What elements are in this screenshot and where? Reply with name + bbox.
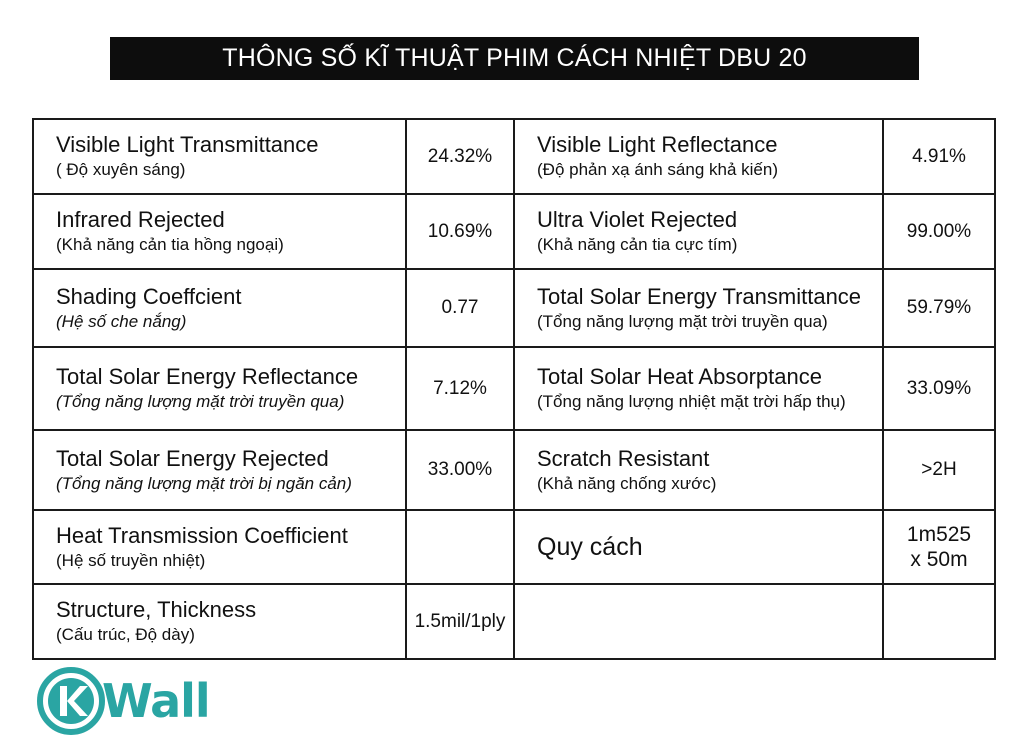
spec-label-en: Infrared Rejected xyxy=(56,207,225,232)
spec-label-cell: Shading Coeffcient (Hệ số che nắng) xyxy=(32,268,407,348)
spec-label-cell: Visible Light Reflectance (Độ phản xạ ánh… xyxy=(513,118,884,195)
spec-label-vi: (Tổng năng lượng mặt trời truyền qua) xyxy=(537,311,828,331)
spec-label-en: Total Solar Energy Reflectance xyxy=(56,364,359,389)
spec-label-cell: Total Solar Energy Reflectance (Tổng năng… xyxy=(32,346,407,431)
spec-label-en: Ultra Violet Rejected xyxy=(537,207,738,232)
spec-label-en: Total Solar Energy Transmittance xyxy=(537,283,862,309)
table-row: Total Solar Energy Reflectance (Tổng năng… xyxy=(32,346,996,431)
spec-value: 24.32% xyxy=(405,118,515,195)
spec-label-cell: Total Solar Energy Rejected (Tổng năng lư… xyxy=(32,429,407,511)
spec-value: 0.77 xyxy=(405,268,515,348)
spec-label-cell: Scratch Resistant (Khả năng chống xước) xyxy=(513,429,884,511)
spec-label-en: Shading Coeffcient xyxy=(56,283,242,309)
quy-cach-value-line2: x 50m xyxy=(910,548,968,571)
spec-label-vi: (Khả năng cản tia hồng ngoại) xyxy=(56,235,284,254)
table-row: Total Solar Energy Rejected (Tổng năng lư… xyxy=(32,429,996,511)
spec-value xyxy=(405,509,515,585)
quy-cach-value-line1: 1m525 xyxy=(906,523,972,546)
page-title: THÔNG SỐ KĨ THUẬT PHIM CÁCH NHIỆT DBU 20 xyxy=(110,37,919,80)
spec-label-cell: Heat Transmission Coefficient (Hệ số truy… xyxy=(32,509,407,585)
spec-value: 33.09% xyxy=(882,346,996,431)
empty-cell xyxy=(882,583,996,660)
spec-value: 99.00% xyxy=(882,193,996,270)
kwall-logo: Wall xyxy=(36,666,211,736)
spec-label-cell: Visible Light Transmittance ( Độ xuyên sá… xyxy=(32,118,407,195)
spec-label-vi: (Tổng năng lượng nhiệt mặt trời hấp thụ) xyxy=(537,392,846,411)
spec-label-en: Scratch Resistant xyxy=(537,445,710,471)
spec-label-cell: Total Solar Energy Transmittance (Tổng nă… xyxy=(513,268,884,348)
spec-label-en: Structure, Thickness xyxy=(56,597,257,622)
spec-label-vi: (Khả năng chống xước) xyxy=(537,473,717,493)
table-row: Heat Transmission Coefficient (Hệ số truy… xyxy=(32,509,996,585)
spec-label-en: Heat Transmission Coefficient xyxy=(56,522,348,548)
spec-value: 1m525 x 50m xyxy=(882,509,996,585)
logo-text: Wall xyxy=(102,674,211,728)
spec-value: 59.79% xyxy=(882,268,996,348)
quy-cach-label: Quy cách xyxy=(537,532,643,561)
spec-value: 7.12% xyxy=(405,346,515,431)
spec-value: 1.5mil/1ply xyxy=(405,583,515,660)
spec-label-en: Visible Light Reflectance xyxy=(537,132,778,157)
spec-label-vi: (Hệ số truyền nhiệt) xyxy=(56,550,206,570)
table-row: Shading Coeffcient (Hệ số che nắng) 0.77 … xyxy=(32,268,996,348)
spec-label-cell: Infrared Rejected (Khả năng cản tia hồng … xyxy=(32,193,407,270)
spec-label-vi: (Tổng năng lượng mặt trời truyền qua) xyxy=(56,392,345,411)
table-row: Visible Light Transmittance ( Độ xuyên sá… xyxy=(32,118,996,195)
k-circle-logo-icon xyxy=(37,667,105,735)
spec-label-en: Total Solar Heat Absorptance xyxy=(537,364,822,389)
spec-label-vi: (Tổng năng lượng mặt trời bị ngăn cản) xyxy=(56,473,352,493)
spec-label-en: Total Solar Energy Rejected xyxy=(56,445,329,471)
table-row: Infrared Rejected (Khả năng cản tia hồng … xyxy=(32,193,996,270)
spec-label-cell: Quy cách xyxy=(513,509,884,585)
spec-label-cell: Ultra Violet Rejected (Khả năng cản tia c… xyxy=(513,193,884,270)
spec-label-cell: Structure, Thickness (Cấu trúc, Độ dày) xyxy=(32,583,407,660)
spec-label-vi: ( Độ xuyên sáng) xyxy=(56,160,186,179)
spec-value: 33.00% xyxy=(405,429,515,511)
spec-label-vi: (Khả năng cản tia cực tím) xyxy=(537,235,738,254)
spec-label-vi: (Độ phản xạ ánh sáng khả kiến) xyxy=(537,160,778,179)
spec-table: Visible Light Transmittance ( Độ xuyên sá… xyxy=(32,118,996,660)
page-title-text: THÔNG SỐ KĨ THUẬT PHIM CÁCH NHIỆT DBU 20 xyxy=(222,44,807,72)
spec-value: 4.91% xyxy=(882,118,996,195)
spec-value: 10.69% xyxy=(405,193,515,270)
spec-label-vi: (Cấu trúc, Độ dày) xyxy=(56,625,195,644)
spec-label-cell: Total Solar Heat Absorptance (Tổng năng l… xyxy=(513,346,884,431)
spec-label-en: Visible Light Transmittance xyxy=(56,132,319,157)
spec-label-vi: (Hệ số che nắng) xyxy=(56,311,187,331)
empty-cell xyxy=(513,583,884,660)
spec-value: >2H xyxy=(882,429,996,511)
table-row: Structure, Thickness (Cấu trúc, Độ dày) 1… xyxy=(32,583,996,660)
